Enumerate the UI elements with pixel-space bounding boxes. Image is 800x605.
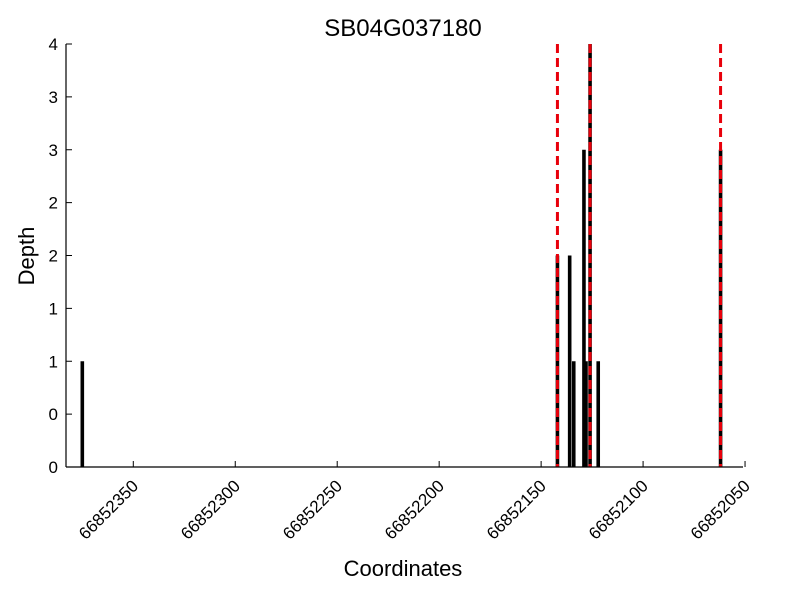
- depth-bar: [80, 361, 85, 467]
- depth-bar: [596, 361, 601, 467]
- depth-bar: [582, 149, 586, 467]
- y-tick-label: 2: [49, 247, 58, 266]
- y-tick-label: 1: [49, 352, 58, 371]
- x-tick-label: 66852250: [279, 476, 346, 543]
- depth-bar: [567, 255, 572, 467]
- x-tick-label: 66852200: [381, 476, 448, 543]
- x-tick-label: 66852350: [75, 476, 142, 543]
- x-axis-label: Coordinates: [344, 556, 463, 581]
- x-tick-label: 66852300: [177, 476, 244, 543]
- depth-bar: [718, 149, 723, 467]
- y-tick-label: 4: [49, 35, 58, 54]
- axes: [65, 44, 743, 468]
- x-tick-label: 66852100: [585, 476, 652, 543]
- x-tick-label: 66852050: [687, 476, 754, 543]
- bar-series: [80, 44, 723, 467]
- y-tick-label: 3: [49, 88, 58, 107]
- x-tick-label: 66852150: [483, 476, 550, 543]
- reference-lines: [555, 44, 723, 467]
- y-tick-label: 0: [49, 458, 58, 477]
- y-tick-label: 3: [49, 141, 58, 160]
- y-axis-ticks: 0 0 1 1 2 2 3 3 4: [49, 35, 72, 477]
- chart-title: SB04G037180: [324, 15, 481, 42]
- y-tick-label: 1: [49, 299, 58, 318]
- y-tick-label: 0: [49, 405, 58, 424]
- depth-bar: [584, 361, 588, 467]
- y-tick-label: 2: [49, 194, 58, 213]
- depth-bar: [571, 361, 576, 467]
- depth-bar: [555, 255, 560, 467]
- x-axis-ticks: 66852350 66852300 66852250 66852200 66852150…: [75, 461, 754, 543]
- y-axis-label: Depth: [14, 227, 39, 286]
